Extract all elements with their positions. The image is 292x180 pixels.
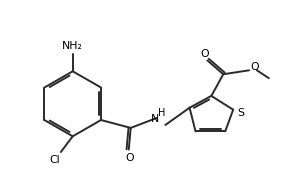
Text: H: H: [158, 108, 165, 118]
Text: S: S: [238, 108, 245, 118]
Text: O: O: [126, 153, 134, 163]
Text: Cl: Cl: [50, 155, 60, 165]
Text: O: O: [251, 62, 259, 72]
Text: NH₂: NH₂: [62, 41, 83, 51]
Text: N: N: [151, 114, 160, 124]
Text: O: O: [200, 49, 209, 58]
